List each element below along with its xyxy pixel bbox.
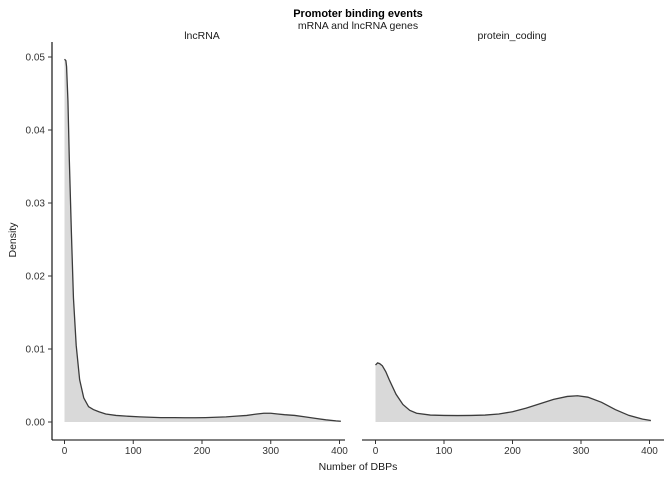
x-tick-label: 300	[262, 446, 279, 457]
chart-title: Promoter binding events	[293, 8, 423, 20]
y-tick-label: 0.02	[26, 272, 46, 283]
x-tick-label: 200	[194, 446, 211, 457]
x-tick-label: 400	[641, 446, 658, 457]
facet-panel-lncrna: 0 100 200 300 400	[52, 58, 348, 457]
x-tick-label: 200	[504, 446, 521, 457]
y-tick-label: 0.01	[26, 345, 46, 356]
y-tick-label: 0.03	[26, 199, 46, 210]
chart-subtitle: mRNA and lncRNA genes	[298, 20, 418, 32]
x-tick-label: 0	[373, 446, 379, 457]
facet-label-lncrna: lncRNA	[184, 30, 220, 42]
y-tick-label: 0.00	[26, 418, 46, 429]
y-axis: 0.00 0.01 0.02 0.03 0.04 0.05	[26, 42, 53, 440]
facet-panel-protein-coding: 0 100 200 300 400	[362, 362, 664, 457]
x-tick-label: 300	[573, 446, 590, 457]
x-tick-label: 400	[331, 446, 348, 457]
density-area	[64, 59, 341, 422]
density-curve	[64, 58, 341, 422]
density-curve	[375, 362, 651, 422]
density-area	[375, 362, 651, 422]
x-tick-label: 100	[436, 446, 453, 457]
x-tick-label: 100	[125, 446, 142, 457]
x-tick-label: 0	[62, 446, 68, 457]
y-tick-label: 0.04	[26, 126, 46, 137]
x-axis-label: Number of DBPs	[319, 461, 398, 473]
y-axis-label: Density	[7, 222, 19, 258]
y-tick-label: 0.05	[26, 53, 46, 64]
facet-label-protein-coding: protein_coding	[478, 30, 547, 42]
